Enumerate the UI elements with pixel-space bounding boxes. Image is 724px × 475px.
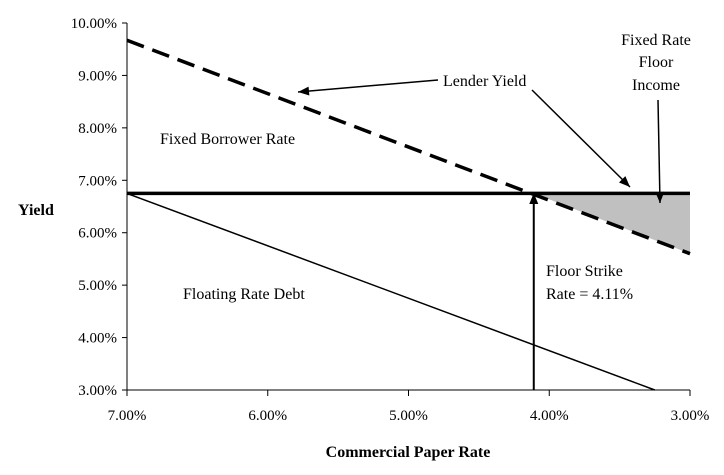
floating-debt-label: Floating Rate Debt xyxy=(183,286,305,303)
series-line-lender-yield xyxy=(126,38,691,256)
lender-yield-arrow-left-shaft xyxy=(297,79,439,93)
lender-yield-label: Lender Yield xyxy=(443,73,526,90)
floor-income-arrow-shaft xyxy=(657,99,661,204)
floor-income-label-3: Income xyxy=(632,77,680,94)
series-lines xyxy=(126,38,691,391)
x-tick-label: 4.00% xyxy=(530,408,569,424)
x-tick-label: 5.00% xyxy=(389,408,428,424)
x-tick-label: 3.00% xyxy=(671,408,710,424)
series-line-floating-rate-debt xyxy=(126,192,656,391)
fixed-borrower-label: Fixed Borrower Rate xyxy=(160,131,295,148)
y-tick-label: 4.00% xyxy=(78,331,117,347)
y-tick-label: 10.00% xyxy=(71,16,117,32)
y-axis-title: Yield xyxy=(18,202,54,219)
y-tick-label: 3.00% xyxy=(78,383,117,399)
y-tick-label: 7.00% xyxy=(78,173,117,189)
lender-yield-arrow-right-head xyxy=(619,176,630,187)
floor-income-label-2: Floor xyxy=(639,54,674,71)
annotation-arrows xyxy=(297,79,665,390)
y-axis-ticks: 3.00% 4.00% 5.00% 6.00% 7.00% 8.00% 9.00% 10.00… xyxy=(71,16,127,399)
x-axis-title: Commercial Paper Rate xyxy=(326,444,491,461)
floor-strike-label-2: Rate = 4.11% xyxy=(546,286,633,303)
x-tick-label: 6.00% xyxy=(248,408,287,424)
y-tick-label: 8.00% xyxy=(78,121,117,137)
y-tick-label: 5.00% xyxy=(78,278,117,294)
floor-income-arrow-head xyxy=(655,191,665,203)
lender-yield-arrow-right-shaft xyxy=(531,89,631,188)
x-tick-label: 7.00% xyxy=(108,408,147,424)
y-tick-label: 6.00% xyxy=(78,226,117,242)
y-tick-label: 9.00% xyxy=(78,68,117,84)
floor-income-label-1: Fixed Rate xyxy=(621,32,691,49)
floor-strike-arrow-head xyxy=(529,193,539,204)
x-axis-ticks: 7.00% 6.00% 5.00% 4.00% 3.00% xyxy=(108,390,710,424)
floor-strike-label-1: Floor Strike xyxy=(546,263,623,280)
lender-yield-arrow-left-head xyxy=(298,86,310,96)
